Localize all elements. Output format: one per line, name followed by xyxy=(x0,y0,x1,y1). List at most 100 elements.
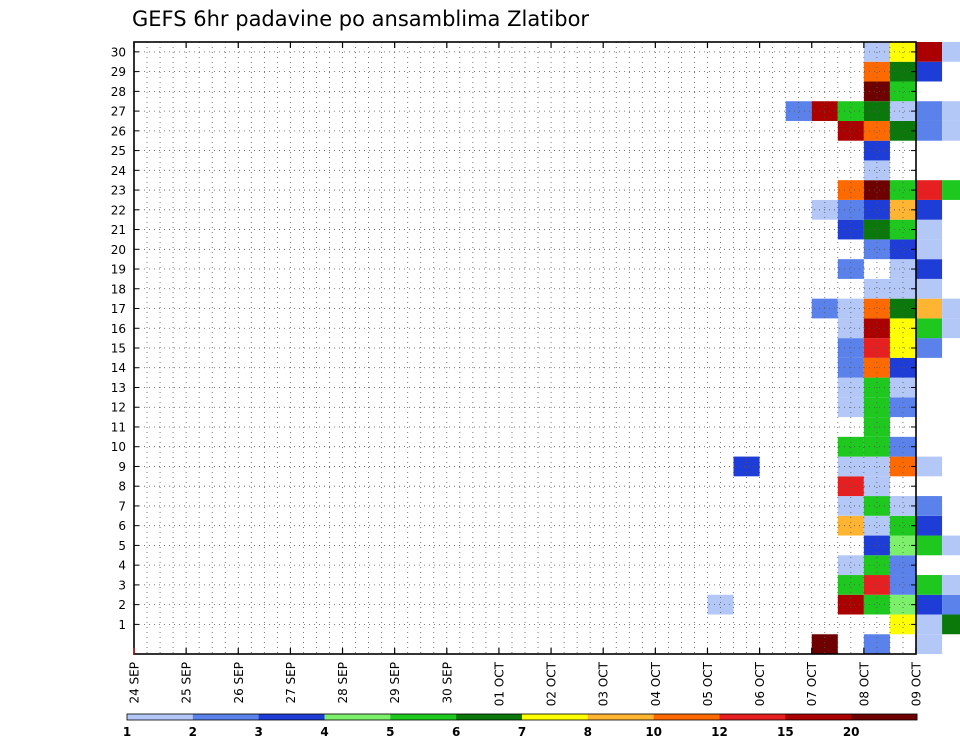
y-tick-label: 29 xyxy=(111,65,126,79)
cell-member-9-step-56 xyxy=(863,456,890,477)
cell-member-20-step-56 xyxy=(863,239,890,260)
cell-member-16-step-54 xyxy=(837,318,864,339)
y-tick-label: 21 xyxy=(111,223,126,237)
cell-member-22-step-58 xyxy=(889,199,916,220)
cell-member-16-step-58 xyxy=(889,318,916,339)
y-tick-label: 12 xyxy=(111,401,126,415)
cell-member-22-step-54 xyxy=(837,199,864,220)
y-tick-label: 23 xyxy=(111,184,126,198)
cell-member-0-step-60 xyxy=(916,634,943,654)
x-tick-label: 04 OCT xyxy=(649,661,663,706)
x-tick-label: 30 SEP xyxy=(440,662,454,704)
cell-member-1-step-62 xyxy=(942,614,960,635)
x-tick-label: 09 OCT xyxy=(910,661,924,706)
cell-member-8-step-56 xyxy=(863,476,890,497)
y-tick-label: 30 xyxy=(111,45,126,59)
cell-member-27-step-54 xyxy=(837,101,864,121)
cell-member-21-step-56 xyxy=(863,219,890,240)
x-tick-label: 06 OCT xyxy=(753,661,767,706)
colorbar-label: 1 xyxy=(123,725,131,739)
cell-member-3-step-58 xyxy=(889,575,916,595)
cell-member-24-step-56 xyxy=(863,160,890,181)
cell-member-9-step-46 xyxy=(733,456,760,477)
heatmap-cells xyxy=(707,42,960,654)
colorbar: 1 2 3 4 5 6 7 8 10 12 15 20 xyxy=(123,713,918,739)
colorbar-label: 15 xyxy=(777,725,794,739)
cell-member-30-step-60 xyxy=(916,42,943,62)
cell-member-20-step-58 xyxy=(889,239,916,260)
colorbar-segment xyxy=(127,714,194,720)
y-tick-label: 9 xyxy=(118,460,126,474)
cell-member-5-step-60 xyxy=(916,535,943,556)
cell-member-6-step-54 xyxy=(837,515,864,536)
x-tick-label: 27 SEP xyxy=(284,662,298,704)
cell-member-9-step-58 xyxy=(889,456,916,477)
x-tick-label: 28 SEP xyxy=(336,662,350,704)
cell-member-23-step-58 xyxy=(889,180,916,200)
x-tick-label: 02 OCT xyxy=(545,661,559,706)
colorbar-label: 20 xyxy=(843,725,860,739)
x-tick-label: 08 OCT xyxy=(857,661,871,706)
cell-member-26-step-60 xyxy=(916,120,943,141)
cell-member-7-step-58 xyxy=(889,496,916,516)
cell-member-27-step-58 xyxy=(889,101,916,121)
colorbar-segment xyxy=(851,714,918,720)
colorbar-label: 7 xyxy=(518,725,526,739)
y-tick-label: 24 xyxy=(111,164,126,178)
cell-member-10-step-58 xyxy=(889,436,916,457)
colorbar-label: 5 xyxy=(386,725,394,739)
cell-member-2-step-62 xyxy=(942,594,960,615)
y-tick-label: 25 xyxy=(111,144,126,158)
cell-member-10-step-54 xyxy=(837,436,864,457)
cell-member-30-step-58 xyxy=(889,42,916,62)
y-tick-label: 15 xyxy=(111,342,126,356)
colorbar-segment xyxy=(719,714,786,720)
y-axis: 1234567891011121314151617181920212223242… xyxy=(111,45,916,632)
y-tick-label: 26 xyxy=(111,124,126,138)
cell-member-6-step-60 xyxy=(916,515,943,536)
cell-member-1-step-58 xyxy=(889,614,916,635)
cell-member-16-step-62 xyxy=(942,318,960,339)
cell-member-3-step-54 xyxy=(837,575,864,595)
cell-member-28-step-58 xyxy=(889,81,916,102)
cell-member-5-step-56 xyxy=(863,535,890,556)
colorbar-label: 2 xyxy=(189,725,197,739)
cell-member-23-step-56 xyxy=(863,180,890,200)
cell-member-15-step-60 xyxy=(916,338,943,358)
cell-member-6-step-58 xyxy=(889,515,916,536)
y-tick-label: 1 xyxy=(118,618,126,632)
colorbar-label: 10 xyxy=(645,725,662,739)
cell-member-0-step-56 xyxy=(863,634,890,654)
colorbar-segment xyxy=(324,714,391,720)
x-tick-label: 07 OCT xyxy=(805,661,819,706)
cell-member-21-step-58 xyxy=(889,219,916,240)
y-tick-label: 5 xyxy=(118,539,126,553)
y-tick-label: 17 xyxy=(111,302,126,316)
cell-member-26-step-58 xyxy=(889,120,916,141)
cell-member-7-step-60 xyxy=(916,496,943,516)
colorbar-label: 4 xyxy=(320,725,328,739)
cell-member-19-step-60 xyxy=(916,259,943,279)
colorbar-segment xyxy=(785,714,852,720)
cell-member-16-step-60 xyxy=(916,318,943,339)
y-tick-label: 7 xyxy=(118,499,126,513)
colorbar-segment xyxy=(456,714,523,720)
cell-member-21-step-60 xyxy=(916,219,943,240)
cell-member-27-step-56 xyxy=(863,101,890,121)
cell-member-7-step-54 xyxy=(837,496,864,516)
colorbar-segment xyxy=(522,714,589,720)
cell-member-6-step-56 xyxy=(863,515,890,536)
cell-member-4-step-56 xyxy=(863,555,890,576)
x-tick-label: 25 SEP xyxy=(180,662,194,704)
cell-member-0-step-52 xyxy=(811,634,838,654)
cell-member-28-step-56 xyxy=(863,81,890,102)
x-tick-label: 26 SEP xyxy=(232,662,246,704)
cell-member-17-step-62 xyxy=(942,298,960,319)
cell-member-30-step-62 xyxy=(942,42,960,62)
cell-member-29-step-60 xyxy=(916,61,943,82)
y-tick-label: 3 xyxy=(118,578,126,592)
y-tick-label: 16 xyxy=(111,322,126,336)
cell-member-26-step-62 xyxy=(942,120,960,141)
cell-member-3-step-56 xyxy=(863,575,890,595)
